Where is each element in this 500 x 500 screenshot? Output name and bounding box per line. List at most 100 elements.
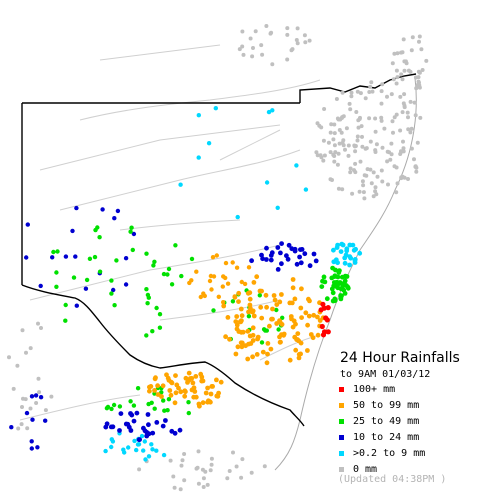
station-dot (260, 256, 265, 262)
station-dot (206, 141, 212, 146)
station-dot (128, 399, 133, 404)
station-dot (259, 340, 265, 345)
station-dot (152, 376, 158, 382)
station-dot (298, 260, 304, 266)
station-dot (360, 179, 365, 184)
station-dot (388, 157, 393, 162)
station-dot (332, 122, 337, 127)
station-dot (28, 346, 33, 351)
station-dot (223, 260, 229, 266)
station-dot (71, 275, 77, 280)
station-dot (238, 319, 244, 325)
station-dot (274, 307, 279, 313)
station-dot (198, 294, 203, 300)
station-dot (24, 255, 29, 260)
station-dot (173, 243, 178, 248)
station-dot (368, 167, 373, 172)
station-dot (93, 227, 98, 233)
station-dot (172, 400, 178, 406)
station-dot (346, 143, 351, 148)
legend-item-0-2-9: >0.2 to 9 mm (336, 445, 486, 461)
station-dot (402, 92, 407, 97)
station-dot (412, 100, 417, 105)
station-dot (37, 390, 42, 395)
station-dot (358, 91, 363, 96)
station-dot (221, 274, 226, 279)
station-dot (287, 300, 293, 306)
station-dot (258, 304, 264, 310)
station-dot (331, 137, 336, 142)
station-dot (134, 447, 139, 453)
station-dot (382, 126, 387, 131)
station-dot (295, 331, 301, 336)
station-dot (303, 310, 309, 316)
station-dot (234, 314, 240, 319)
station-dot (83, 286, 89, 291)
station-dot (182, 388, 188, 394)
station-dot (165, 272, 170, 277)
station-dot (36, 376, 41, 381)
station-dot (321, 158, 326, 163)
station-dot (240, 29, 245, 34)
station-dot (342, 255, 348, 261)
station-dot (346, 153, 351, 158)
station-dot (201, 485, 206, 489)
map-title: 24 Hour Rainfalls (340, 350, 460, 366)
station-dot (160, 423, 166, 429)
station-dot (245, 356, 251, 362)
station-dot (142, 439, 147, 444)
station-dot (335, 285, 341, 291)
station-dot (357, 189, 362, 194)
station-dot (128, 411, 133, 416)
station-dot (218, 379, 224, 385)
station-dot (189, 256, 195, 262)
station-dot (70, 228, 75, 234)
station-dot (335, 260, 340, 266)
station-dot (359, 124, 364, 129)
station-dot (142, 428, 148, 434)
station-dot (389, 141, 394, 146)
station-dot (321, 274, 327, 280)
station-dot (270, 62, 275, 67)
station-dot (63, 302, 68, 308)
station-dot (161, 452, 167, 458)
station-dot (295, 41, 300, 46)
station-dot (152, 388, 158, 393)
station-dot (182, 478, 187, 483)
station-dot (109, 406, 114, 412)
station-dot (330, 298, 336, 304)
station-dot (173, 390, 179, 396)
station-dot (241, 52, 246, 57)
station-dot (160, 383, 166, 389)
station-dot (361, 190, 366, 195)
station-dot (409, 126, 414, 131)
station-dot (25, 426, 30, 431)
station-dot (186, 377, 192, 383)
station-dot (240, 44, 245, 49)
station-dot (395, 181, 400, 186)
station-dot (43, 418, 48, 423)
station-dot (390, 119, 395, 124)
station-dot (294, 337, 300, 343)
station-dot (234, 326, 240, 332)
station-dot (248, 341, 254, 346)
station-dot (408, 69, 413, 74)
station-dot (260, 349, 266, 355)
station-dot (111, 287, 116, 293)
station-dot (250, 54, 255, 59)
station-dot (254, 352, 260, 357)
station-dot (325, 329, 331, 335)
station-dot (379, 115, 384, 120)
station-dot (208, 468, 213, 473)
station-dot (155, 383, 161, 389)
station-dot (417, 39, 421, 44)
station-dot (74, 303, 80, 308)
station-dot (278, 339, 283, 345)
station-dot (337, 141, 342, 146)
station-dot (110, 424, 116, 430)
station-dot (130, 247, 135, 253)
station-dot (250, 309, 256, 315)
station-dot (210, 255, 216, 260)
station-dot (109, 437, 115, 442)
station-dot (414, 169, 419, 174)
